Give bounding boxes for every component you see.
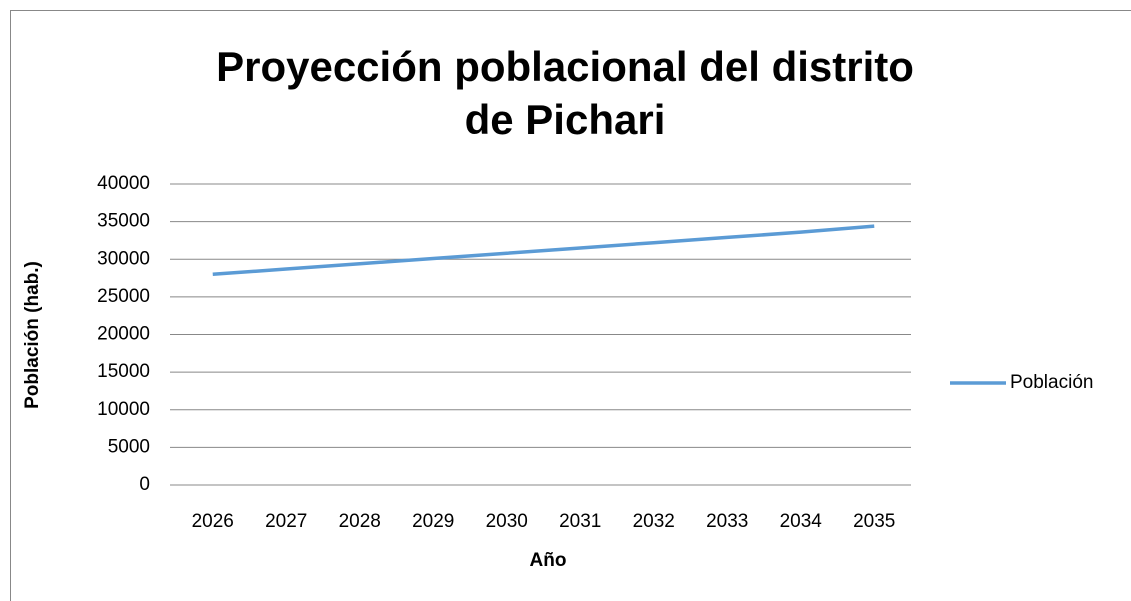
legend-label: Población	[1010, 372, 1093, 393]
y-tick-label: 35000	[97, 211, 150, 232]
x-tick-label: 2028	[339, 511, 381, 532]
data-line	[212, 224, 875, 277]
y-tick-label: 25000	[97, 286, 150, 307]
y-tick-label: 5000	[108, 436, 150, 457]
y-axis-label: Población (hab.)	[22, 261, 43, 409]
y-tick-label: 30000	[97, 248, 150, 269]
x-tick-label: 2033	[706, 511, 748, 532]
chart-title: Proyección poblacional del distrito de P…	[216, 43, 914, 143]
y-tick-label: 15000	[97, 361, 150, 382]
x-tick-label: 2034	[780, 511, 823, 532]
y-tick-label: 20000	[97, 324, 150, 345]
x-tick-label: 2026	[192, 511, 234, 532]
x-tick-label: 2027	[265, 511, 307, 532]
x-tick-label: 2031	[559, 511, 601, 532]
x-axis-label: Año	[530, 550, 567, 571]
x-tick-label: 2032	[633, 511, 675, 532]
y-tick-label: 0	[139, 474, 150, 495]
x-tick-label: 2035	[853, 511, 895, 532]
y-tick-label: 10000	[97, 399, 150, 420]
x-tick-label: 2030	[486, 511, 528, 532]
x-tick-label: 2029	[412, 511, 454, 532]
y-tick-label: 40000	[97, 173, 150, 194]
chart-border	[10, 10, 1131, 601]
